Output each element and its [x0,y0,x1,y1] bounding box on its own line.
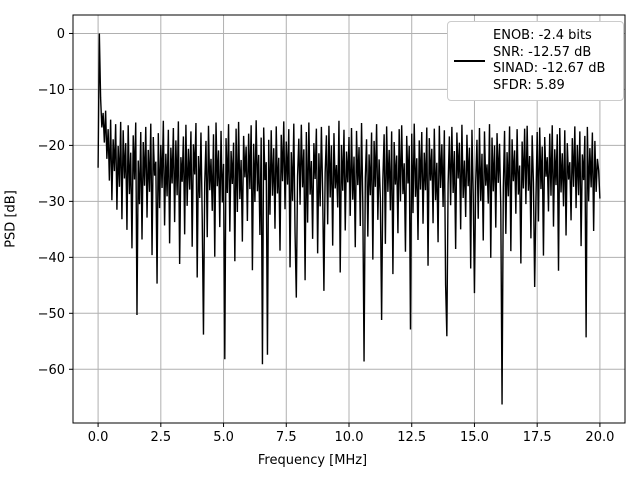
y-tick-label: −20 [38,139,65,154]
x-tick-label: 15.0 [460,430,489,445]
x-axis-label: Frequency [MHz] [257,453,368,468]
legend-line-enob: ENOB: -2.4 bits [493,28,592,43]
x-tick-label: 2.5 [150,430,171,445]
x-tick-label: 17.5 [523,430,552,445]
y-tick-label: 0 [57,27,65,42]
y-tick-label: −40 [38,251,65,266]
psd-curve [97,33,601,405]
legend-line-sample-icon [454,60,485,62]
x-tick-label: 12.5 [397,430,426,445]
y-tick-label: −10 [38,83,65,98]
legend-line-sinad: SINAD: -12.67 dB [493,61,606,76]
legend-text: ENOB: -2.4 bits SNR: -12.57 dB SINAD: -1… [493,28,605,94]
legend: ENOB: -2.4 bits SNR: -12.57 dB SINAD: -1… [447,21,624,101]
x-tick-label: 20.0 [585,430,614,445]
x-tick-label: 0.0 [88,430,109,445]
y-tick-label: −30 [38,195,65,210]
x-tick-label: 10.0 [335,430,364,445]
y-axis-label: PSD [dB] [3,190,19,248]
y-tick-label: −60 [38,363,65,378]
y-tick-label: −50 [38,307,65,322]
x-tick-label: 5.0 [213,430,234,445]
legend-line-sfdr: SFDR: 5.89 [493,77,565,93]
x-tick-label: 7.5 [276,430,297,445]
legend-line-snr: SNR: -12.57 dB [493,44,592,60]
